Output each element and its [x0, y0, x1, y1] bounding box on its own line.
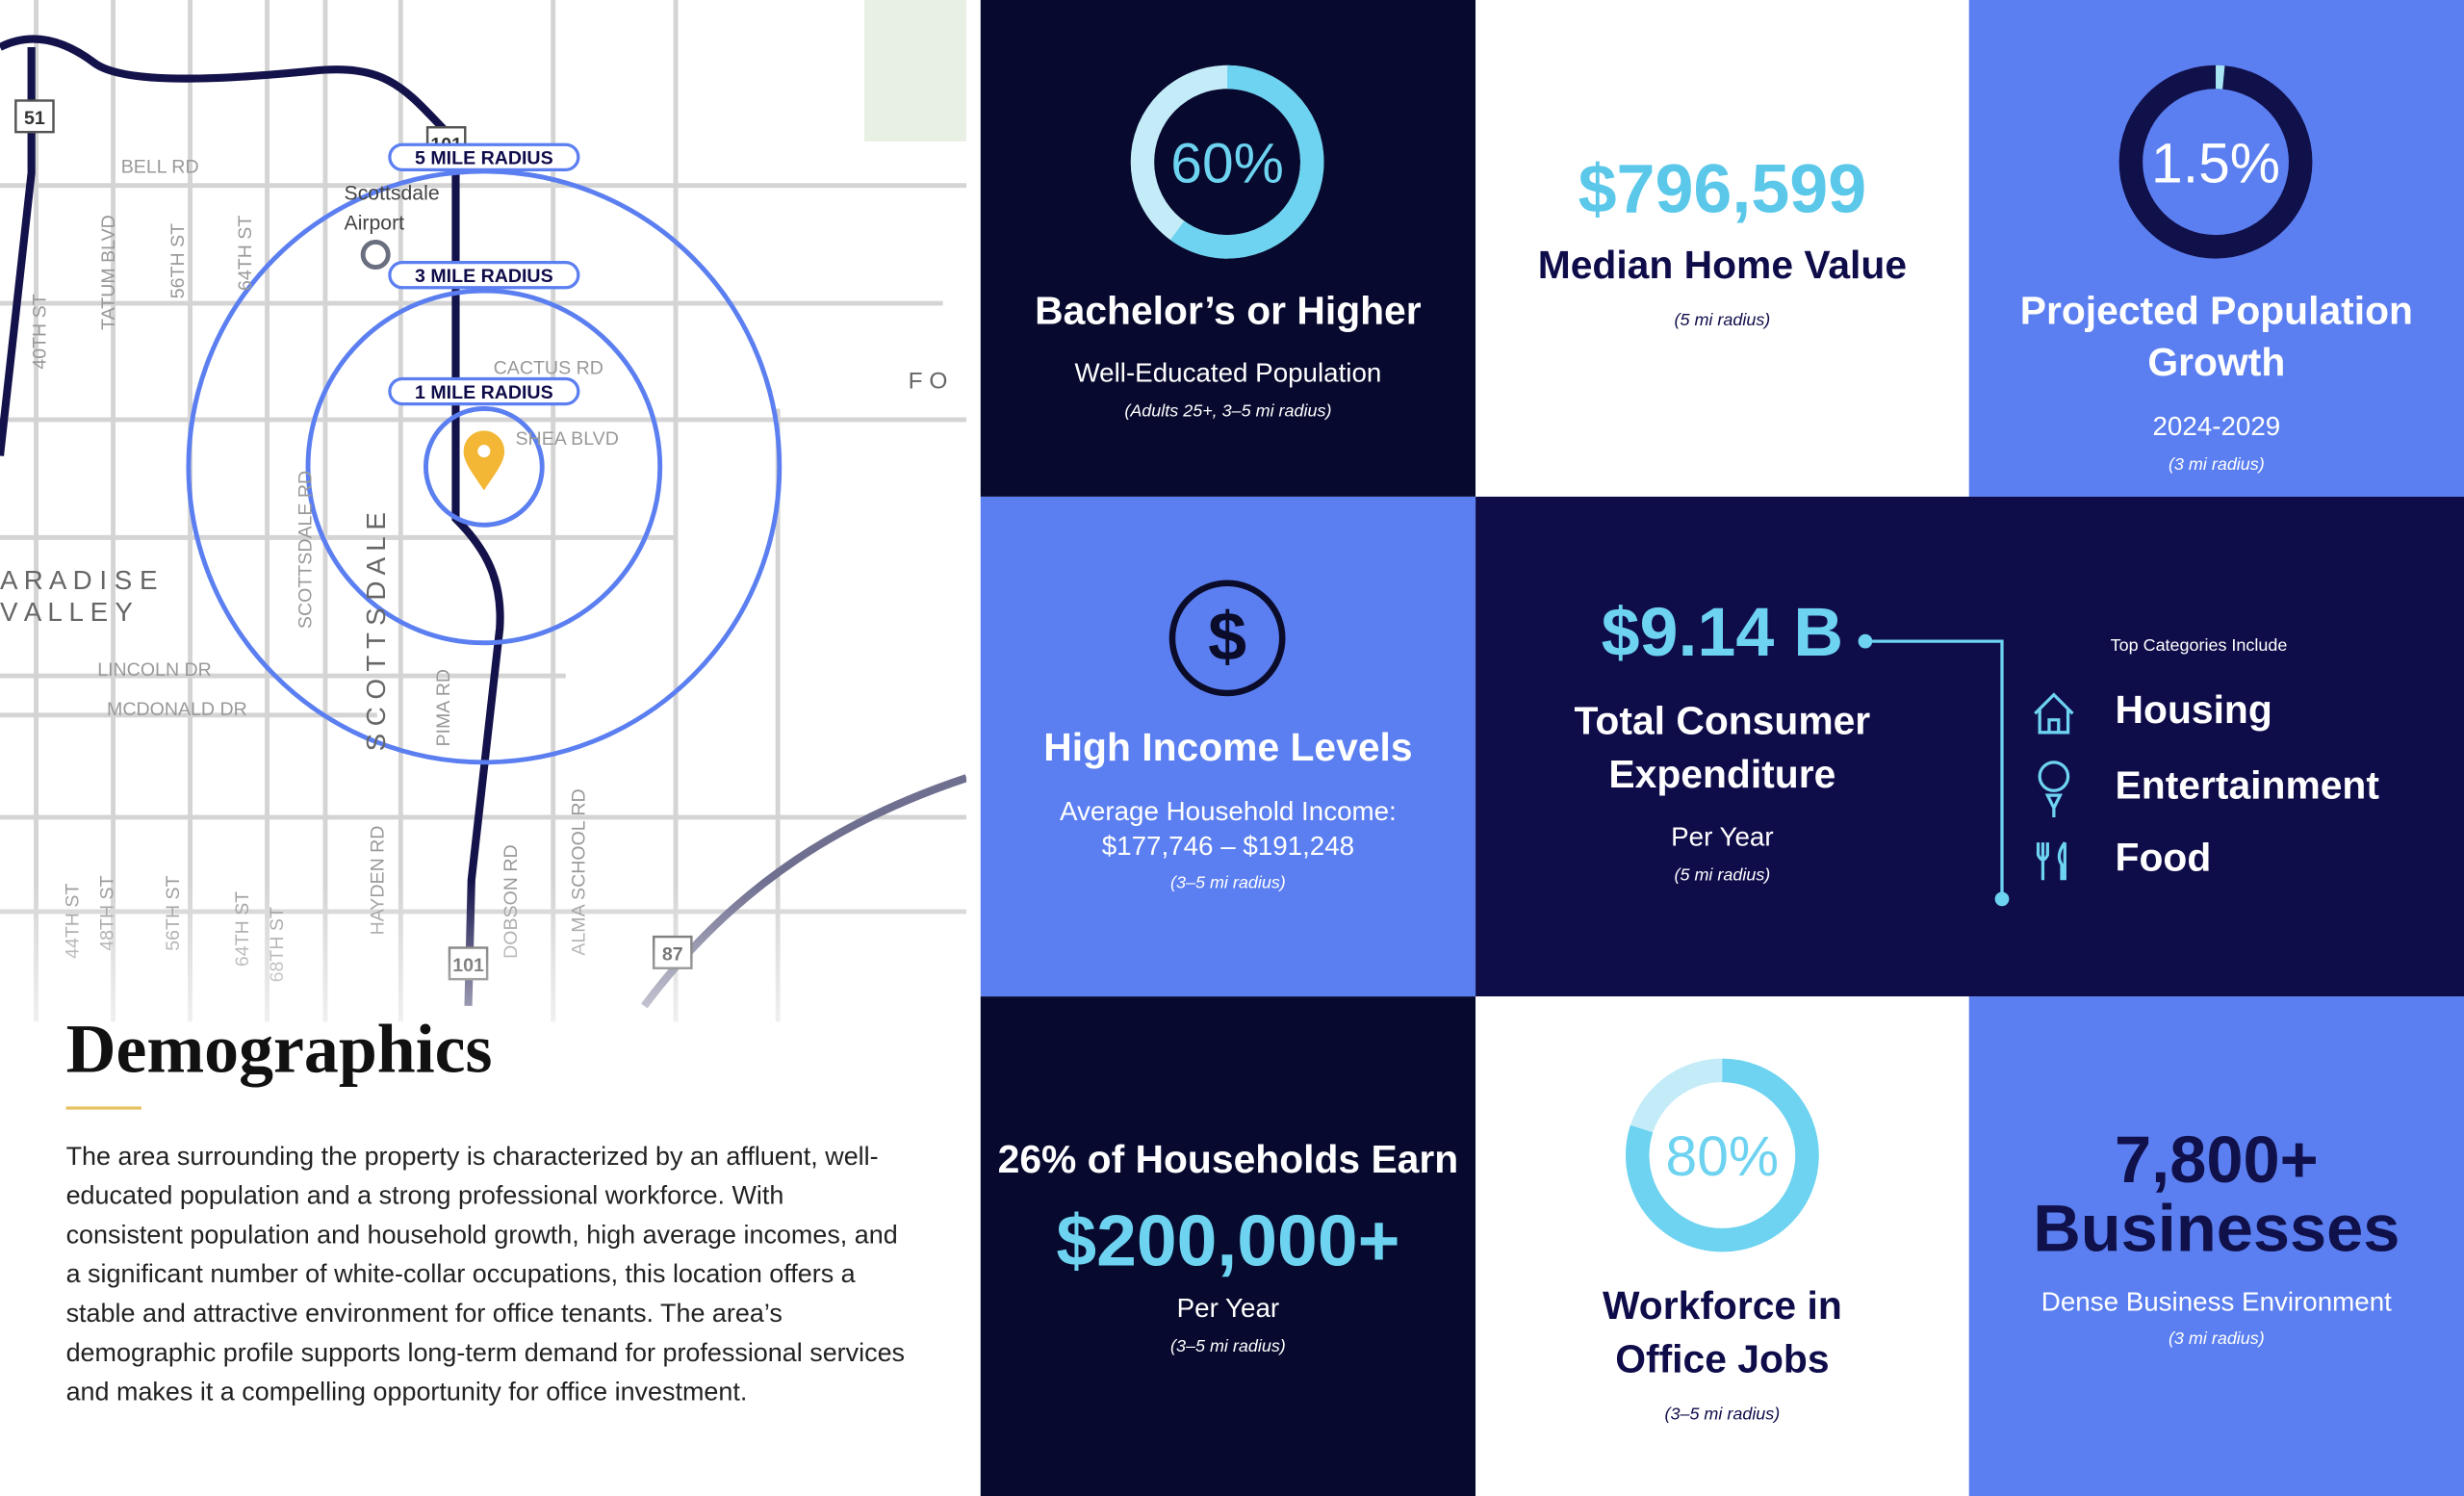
road-label: LINCOLN DR: [97, 659, 212, 681]
donut: 80%: [1625, 1058, 1819, 1252]
title: Median Home Value: [1537, 244, 1908, 288]
title: Expenditure: [1608, 753, 1836, 797]
radius-ring: [305, 288, 663, 646]
title: Total Consumer: [1574, 699, 1871, 744]
note: (5 mi radius): [1674, 311, 1771, 330]
road-label: MCDONALD DR: [107, 699, 247, 720]
title: Projected Population: [2019, 289, 2413, 334]
donut-label: 80%: [1666, 1125, 1780, 1188]
donut-label: 1.5%: [2151, 132, 2280, 194]
note: (3–5 mi radius): [1170, 1337, 1286, 1356]
radius-ring: [423, 406, 545, 528]
place-label: S C O T T S D A L E: [361, 512, 391, 751]
donut-arc: [2118, 64, 2313, 259]
tile-income: $ High Income Levels Average Household I…: [980, 496, 1476, 997]
radius-pill: [388, 261, 580, 290]
intro-paragraph: The area surrounding the property is cha…: [65, 1142, 906, 1407]
tile-businesses: 7,800+ Businesses Dense Business Environ…: [1968, 996, 2464, 1496]
tile-expenditure: $9.14 B Total Consumer Expenditure Per Y…: [1476, 496, 2464, 997]
categories-title: Top Categories Include: [2110, 636, 2288, 656]
place-label: A R A D I S E: [0, 565, 158, 595]
title: Businesses: [2033, 1191, 2400, 1266]
tile-home-value: $796,599 Median Home Value (5 mi radius): [1476, 0, 1969, 497]
figure: $200,000+: [1056, 1199, 1400, 1281]
radius-label: 1 MILE RADIUS: [415, 382, 553, 403]
subtitle: Dense Business Environment: [2040, 1287, 2392, 1318]
category: Food: [2115, 836, 2212, 881]
road-label: PIMA RD: [433, 669, 454, 747]
note: (3–5 mi radius): [1170, 873, 1286, 893]
rule: [65, 1106, 141, 1110]
airport: [360, 239, 391, 270]
tile-growth: 1.5% Projected Population Growth 2024-20…: [1968, 0, 2464, 497]
category: Entertainment: [2115, 763, 2379, 809]
place-label: V A L L E Y: [0, 597, 133, 627]
road-label: SCOTTSDALE RD: [295, 471, 316, 629]
radius-label: 5 MILE RADIUS: [415, 148, 553, 169]
pin: [463, 430, 505, 491]
donut-label: 60%: [1170, 132, 1284, 194]
subtitle: Well-Educated Population: [1074, 358, 1382, 389]
title: High Income Levels: [1043, 726, 1413, 770]
road-label: BELL RD: [121, 157, 199, 178]
road-label: CACTUS RD: [494, 358, 603, 379]
category: Housing: [2115, 688, 2272, 733]
road-label: 64TH ST: [235, 216, 256, 291]
road-label: SHEA BLVD: [516, 428, 619, 450]
subtitle: $177,746 – $191,248: [1101, 831, 1355, 862]
subtitle: Per Year: [1176, 1293, 1280, 1324]
note: (3 mi radius): [2168, 1329, 2265, 1349]
donut-arc: [1625, 1058, 1819, 1252]
note: (Adults 25+, 3–5 mi radius): [1124, 401, 1332, 422]
title: 7,800+: [2115, 1122, 2319, 1197]
radius-pill: [388, 142, 580, 171]
tile-office-jobs: 80% Workforce in Office Jobs (3–5 mi rad…: [1476, 996, 1969, 1496]
title: Growth: [2147, 341, 2286, 385]
title: Office Jobs: [1615, 1337, 1830, 1382]
pin-dot: [477, 445, 491, 458]
place-label: F O: [909, 368, 948, 394]
road-label: 40TH ST: [29, 294, 50, 369]
shield: [14, 99, 55, 134]
place-label: Airport: [345, 212, 405, 234]
dollar-icon: $: [1168, 580, 1286, 697]
road-label: 56TH ST: [167, 223, 189, 298]
subtitle: Average Household Income:: [1060, 796, 1397, 827]
highway: [0, 46, 36, 456]
donut-arc: [1130, 64, 1324, 259]
note: (3 mi radius): [2168, 455, 2265, 476]
connector: [1858, 633, 2074, 907]
intro-title: Demographics: [65, 1010, 493, 1088]
figure: $796,599: [1578, 150, 1867, 228]
tile-high-earners: 26% of Households Earn $200,000+ Per Yea…: [980, 996, 1476, 1496]
highway: [0, 35, 504, 1006]
map: BELL RD CACTUS RD SHEA BLVD LINCOLN DR MCDON…: [0, 0, 967, 1100]
radius-pill: [388, 376, 580, 406]
subtitle: Per Year: [1671, 821, 1774, 852]
intro: Demographics The area surrounding the pr…: [0, 974, 966, 1496]
road-label: TATUM BLVD: [98, 215, 119, 330]
figure: $9.14 B: [1601, 594, 1844, 672]
roads: [0, 0, 967, 1022]
note: (5 mi radius): [1674, 865, 1771, 886]
title: 26% of Households Earn: [997, 1138, 1459, 1182]
shield-label: 51: [24, 108, 45, 129]
subtitle: 2024-2029: [2152, 411, 2281, 442]
title: Bachelor’s or Higher: [1035, 289, 1422, 334]
title: Workforce in: [1603, 1283, 1842, 1328]
donut: 60%: [1130, 64, 1324, 259]
donut: 1.5%: [2118, 64, 2313, 259]
radius-label: 3 MILE RADIUS: [415, 266, 553, 287]
note: (3–5 mi radius): [1664, 1405, 1781, 1425]
place-label: Scottsdale: [345, 182, 440, 204]
tile-education: 60% Bachelor’s or Higher Well-Educated P…: [980, 0, 1476, 497]
svg-text:$: $: [1208, 599, 1246, 676]
